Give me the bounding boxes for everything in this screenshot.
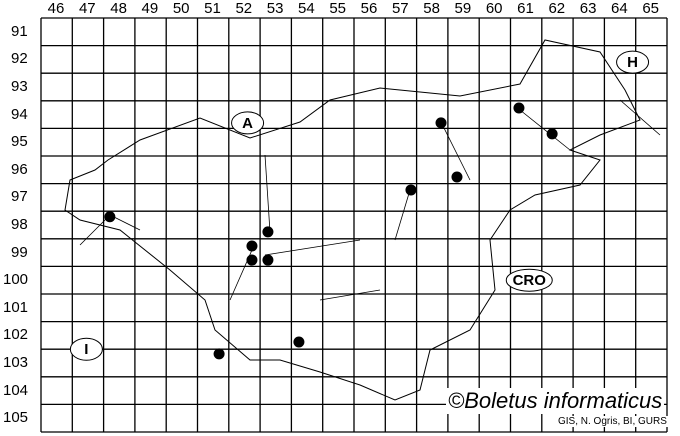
country-label: CRO — [513, 272, 547, 289]
record-dot — [213, 348, 225, 360]
column-label: 64 — [611, 0, 628, 17]
row-label: 96 — [11, 160, 28, 178]
record-dot — [262, 254, 274, 266]
column-label: 65 — [642, 0, 660, 17]
column-label: 52 — [235, 0, 253, 17]
record-dot — [405, 184, 417, 196]
column-label: 53 — [266, 0, 284, 17]
row-label: 101 — [3, 298, 29, 316]
data-source: GIS, N. Ogris, BI, GURS — [556, 416, 669, 427]
country-label-oval — [69, 337, 103, 361]
record-dot — [513, 102, 525, 114]
column-label: 62 — [548, 0, 566, 17]
country-label-oval — [505, 268, 553, 292]
column-label: 60 — [485, 0, 503, 17]
rivers — [79, 99, 661, 301]
column-label: 47 — [78, 0, 96, 17]
country-label-oval — [231, 111, 265, 135]
record-dot — [104, 211, 116, 223]
row-label: 92 — [11, 50, 28, 68]
column-label: 54 — [298, 0, 315, 17]
column-label: 56 — [360, 0, 378, 17]
country-label: I — [84, 341, 88, 358]
row-label: 97 — [11, 188, 28, 206]
row-label: 102 — [3, 326, 29, 344]
column-label: 46 — [47, 0, 65, 17]
country-label: H — [627, 54, 638, 71]
copyright-credit: ©Boletus informaticus — [446, 388, 665, 414]
row-label: 98 — [11, 216, 28, 233]
record-dot — [546, 128, 558, 140]
column-label: 50 — [172, 0, 190, 17]
row-label: 104 — [3, 381, 29, 399]
row-label: 105 — [3, 409, 29, 427]
row-label: 94 — [11, 105, 28, 123]
column-label: 51 — [204, 0, 221, 17]
record-dot — [293, 336, 305, 348]
country-label: A — [242, 115, 253, 132]
column-label: 63 — [579, 0, 597, 17]
record-dot — [451, 171, 463, 183]
country-label-oval — [616, 50, 650, 74]
row-label: 100 — [3, 271, 29, 289]
column-label: 55 — [329, 0, 347, 17]
column-label: 48 — [110, 0, 127, 17]
row-label: 99 — [11, 243, 28, 261]
row-label: 93 — [11, 78, 28, 95]
column-label: 59 — [454, 0, 472, 17]
row-label: 103 — [3, 354, 29, 371]
row-label: 95 — [11, 133, 28, 151]
record-dot — [262, 226, 274, 238]
record-dot — [246, 254, 258, 266]
record-dot — [246, 240, 258, 252]
column-label: 61 — [517, 0, 534, 17]
column-label: 49 — [141, 0, 159, 17]
column-label: 58 — [423, 0, 440, 17]
column-label: 57 — [391, 0, 409, 17]
record-dot — [435, 117, 447, 129]
row-label: 91 — [11, 22, 28, 40]
country-border — [64, 39, 641, 401]
